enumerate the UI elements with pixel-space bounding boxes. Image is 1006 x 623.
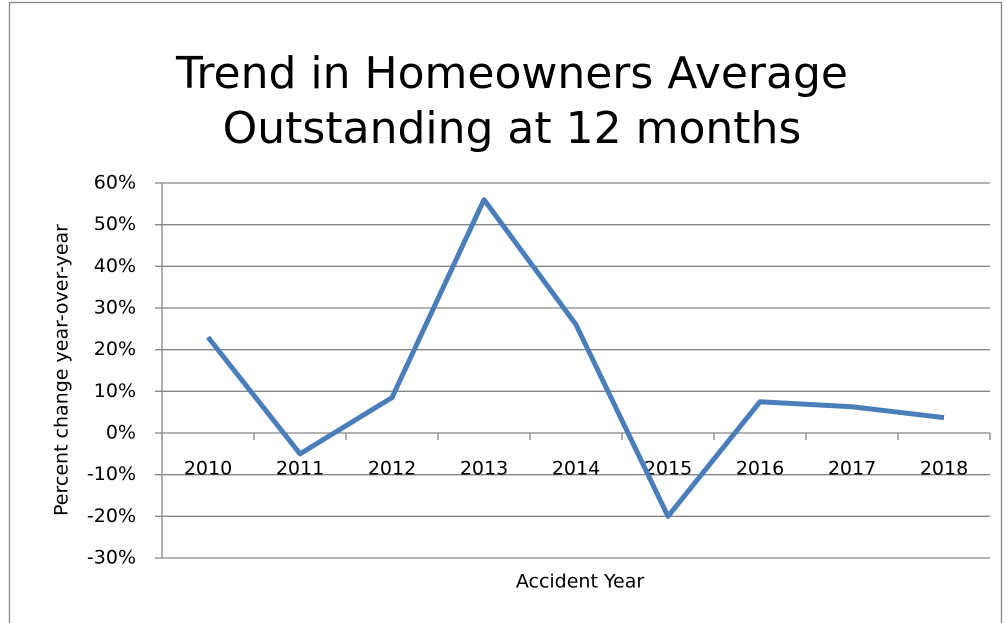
x-axis-label: Accident Year	[516, 571, 645, 593]
y-tick-label: 20%	[94, 338, 136, 360]
x-tick-label: 2010	[184, 458, 232, 480]
x-tick-label: 2011	[276, 458, 324, 480]
y-tick-label: 10%	[94, 380, 136, 402]
chart-frame	[8, 1, 1003, 623]
x-tick-label: 2016	[736, 458, 784, 480]
y-axis-label: Percent change year-over-year	[51, 224, 73, 516]
chart-title: Outstanding at 12 months	[223, 103, 802, 154]
y-tick-label: 60%	[94, 172, 136, 194]
chart-title: Trend in Homeowners Average	[175, 48, 848, 99]
data-line	[206, 197, 945, 519]
y-tick-label: 50%	[94, 213, 136, 235]
x-tick-label: 2014	[552, 458, 600, 480]
x-tick-label: 2012	[368, 458, 416, 480]
x-tick-label: 2013	[460, 458, 508, 480]
x-tick-label: 2017	[828, 458, 876, 480]
x-tick-label: 2015	[644, 458, 692, 480]
y-tick-label: 0%	[106, 422, 136, 444]
y-tick-label: -30%	[87, 547, 136, 569]
y-tick-label: 40%	[94, 255, 136, 277]
y-tick-label: -10%	[87, 463, 136, 485]
y-tick-label: -20%	[87, 505, 136, 527]
x-tick-label: 2018	[920, 458, 968, 480]
y-tick-label: 30%	[94, 297, 136, 319]
